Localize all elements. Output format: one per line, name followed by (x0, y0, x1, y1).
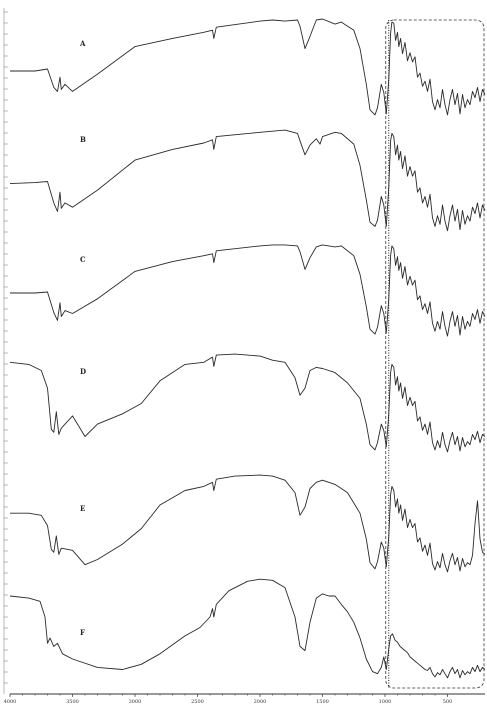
spectrum-line-d (9, 353, 486, 453)
x-tick-label-2000: 2000 (254, 699, 267, 705)
highlight-region-box (385, 19, 485, 689)
x-tick-label-1000: 1000 (379, 699, 392, 705)
spectra-layer (9, 18, 486, 679)
series-label-a: A (79, 39, 86, 48)
left-tick-strip (3, 8, 8, 694)
spectrum-line-c (10, 244, 486, 337)
x-tick-label-3500: 3500 (66, 699, 79, 705)
series-label-f: F (80, 628, 85, 637)
x-tick-label-3000: 3000 (129, 699, 142, 705)
x-tick-label-500: 500 (443, 699, 453, 705)
series-label-d: D (80, 367, 86, 376)
x-tick-label-2500: 2500 (191, 699, 204, 705)
x-tick-label-4000: 4000 (4, 699, 17, 705)
series-label-c: C (80, 255, 86, 264)
spectrum-line-e (10, 474, 486, 573)
x-axis: 4000 3500 3000 2500 2000 1500 1000 500 (4, 693, 485, 705)
spectrum-line-f (9, 578, 486, 679)
series-label-e: E (80, 504, 85, 513)
series-label-b: B (80, 135, 86, 144)
x-tick-label-1500: 1500 (316, 699, 329, 705)
spectrum-line-b (9, 129, 486, 232)
series-labels-layer: A B C D E F (79, 39, 86, 637)
spectrum-line-a (10, 18, 486, 116)
annotations-layer (385, 19, 485, 689)
